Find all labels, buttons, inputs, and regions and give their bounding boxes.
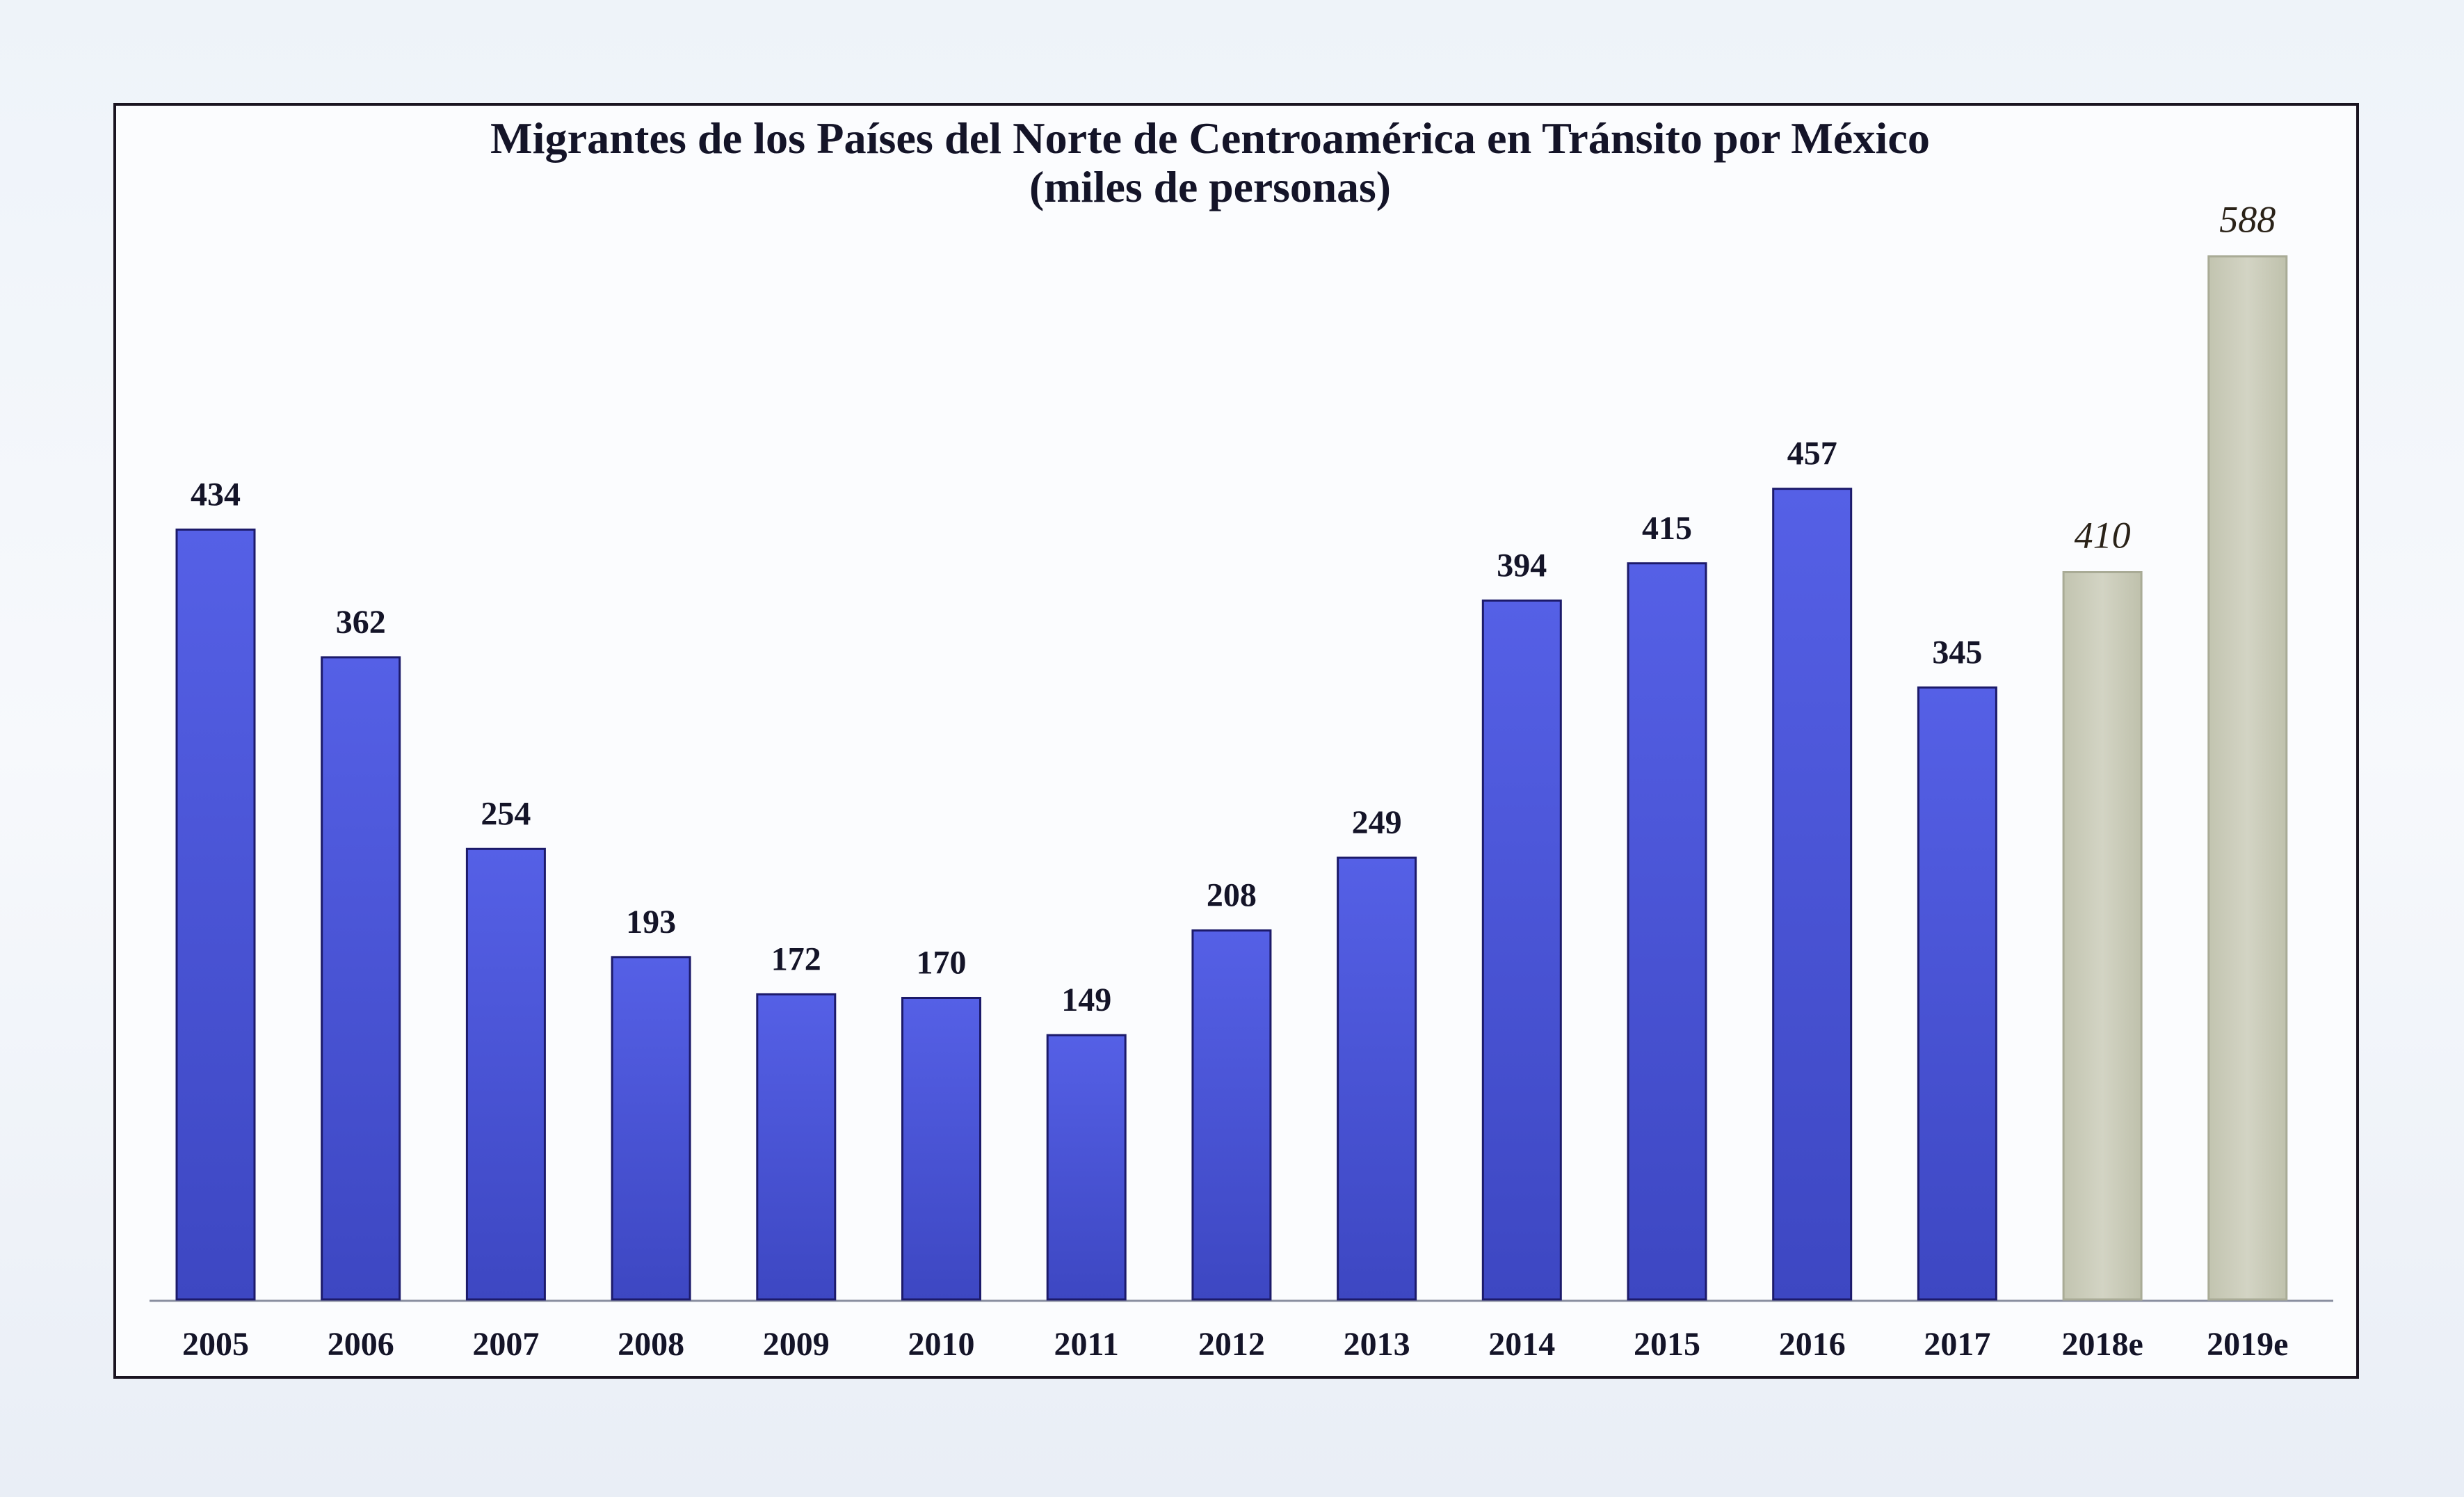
- x-tick-label-2006: 2006: [328, 1326, 394, 1363]
- data-label-2013: 249: [1352, 804, 1402, 841]
- x-tick-label-2013: 2013: [1344, 1326, 1410, 1363]
- x-tick-label-2016: 2016: [1779, 1326, 1846, 1363]
- data-label-2005: 434: [191, 476, 241, 513]
- data-label-2007: 254: [481, 795, 531, 832]
- x-tick-label-2012: 2012: [1198, 1326, 1265, 1363]
- chart-title: Migrantes de los Países del Norte de Cen…: [490, 113, 1930, 163]
- bar-2013: [1337, 856, 1417, 1301]
- bar-2011: [1046, 1034, 1127, 1301]
- data-label-2018e: 410: [2075, 515, 2131, 557]
- x-tick-label-2008: 2008: [618, 1326, 684, 1363]
- bar-2009: [756, 993, 837, 1301]
- x-tick-label-2014: 2014: [1488, 1326, 1555, 1363]
- bar-2014: [1481, 599, 1562, 1301]
- data-label-2010: 170: [917, 945, 967, 982]
- x-tick-label-2010: 2010: [908, 1326, 975, 1363]
- x-tick-label-2011: 2011: [1054, 1326, 1119, 1363]
- bar-2006: [321, 656, 401, 1301]
- data-label-2019e: 588: [2219, 199, 2276, 241]
- data-label-2014: 394: [1497, 547, 1547, 584]
- bar-2010: [901, 997, 981, 1301]
- bar-2017: [1917, 686, 1997, 1301]
- chart-subtitle: (miles de personas): [1029, 162, 1391, 211]
- x-tick-label-2015: 2015: [1634, 1326, 1700, 1363]
- bar-2016: [1772, 488, 1853, 1301]
- x-tick-label-2005: 2005: [182, 1326, 249, 1363]
- data-label-2017: 345: [1932, 634, 1982, 671]
- x-tick-label-2009: 2009: [763, 1326, 830, 1363]
- bar-2018e: [2062, 571, 2143, 1301]
- data-label-2008: 193: [626, 904, 676, 940]
- data-label-2012: 208: [1207, 877, 1257, 914]
- data-label-2011: 149: [1061, 982, 1111, 1018]
- x-tick-label-2018e: 2018e: [2061, 1326, 2143, 1363]
- bar-2005: [175, 528, 256, 1301]
- data-label-2009: 172: [771, 940, 821, 977]
- data-label-2016: 457: [1787, 435, 1837, 472]
- bar-2015: [1627, 562, 1707, 1301]
- x-tick-label-2019e: 2019e: [2207, 1326, 2288, 1363]
- bar-2007: [465, 847, 546, 1301]
- x-tick-label-2017: 2017: [1924, 1326, 1990, 1363]
- data-label-2015: 415: [1642, 510, 1692, 547]
- bar-2019e: [2207, 255, 2288, 1301]
- x-tick-label-2007: 2007: [472, 1326, 539, 1363]
- bar-2012: [1191, 929, 1272, 1301]
- data-label-2006: 362: [336, 604, 386, 641]
- bar-2008: [611, 956, 691, 1301]
